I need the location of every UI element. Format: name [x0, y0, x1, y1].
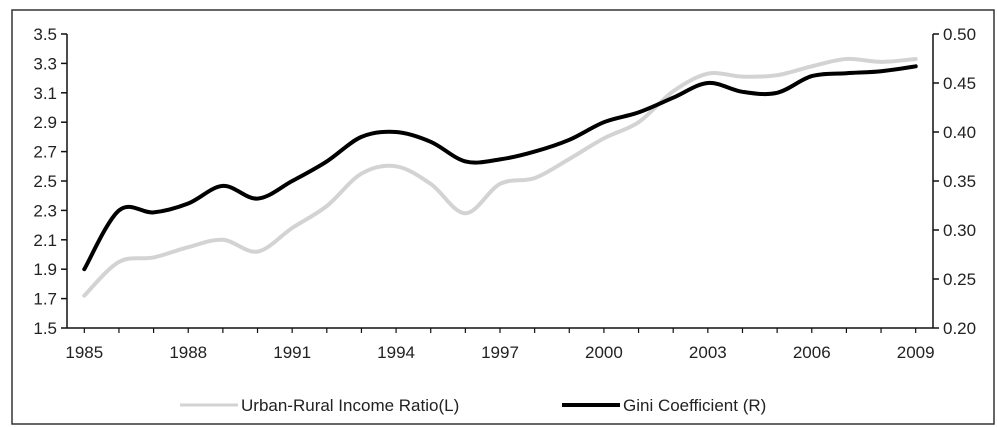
series-line-gini-coefficient: [82, 64, 918, 272]
x-tick-label: 2006: [793, 343, 831, 362]
data-point-gini-coefficient-r: [117, 208, 121, 212]
x-tick-label: 2009: [897, 343, 935, 362]
series-layer: [82, 56, 918, 298]
left-tick-label: 2.9: [33, 113, 57, 132]
left-tick-label: 2.1: [33, 231, 57, 250]
left-tick-label: 1.7: [33, 290, 57, 309]
right-tick-label: 0.35: [943, 172, 976, 191]
data-point-urban-rural-income-ratio-l: [256, 250, 260, 254]
data-point-urban-rural-income-ratio-l: [152, 255, 156, 259]
x-tick-label: 1997: [481, 343, 519, 362]
data-point-urban-rural-income-ratio-l: [637, 120, 641, 124]
data-point-gini-coefficient-r: [671, 96, 675, 100]
data-point-gini-coefficient-r: [741, 90, 745, 94]
left-tick-label: 2.3: [33, 201, 57, 220]
data-point-urban-rural-income-ratio-l: [221, 238, 225, 242]
right-tick-label: 0.50: [943, 25, 976, 44]
x-tick-label: 1994: [377, 343, 415, 362]
data-point-gini-coefficient-r: [602, 120, 606, 124]
data-point-gini-coefficient-r: [533, 150, 537, 154]
data-point-gini-coefficient-r: [810, 74, 814, 78]
data-point-urban-rural-income-ratio-l: [879, 60, 883, 64]
x-tick-label: 1991: [273, 343, 311, 362]
left-tick-label: 3.1: [33, 84, 57, 103]
data-point-gini-coefficient-r: [463, 159, 467, 163]
right-y-axis-ticks: 0.50 0.45 0.40 0.35 0.30 0.25 0.20: [933, 25, 976, 338]
left-tick-label: 3.3: [33, 54, 57, 73]
data-point-gini-coefficient-r: [394, 130, 398, 134]
left-tick-label: 2.7: [33, 143, 57, 162]
data-point-gini-coefficient-r: [152, 210, 156, 214]
right-tick-label: 0.20: [943, 319, 976, 338]
data-point-gini-coefficient-r: [290, 179, 294, 183]
data-point-urban-rural-income-ratio-l: [429, 182, 433, 186]
series-line-urban-rural-income-ratio: [82, 56, 918, 298]
x-tick-label: 2000: [585, 343, 623, 362]
data-point-urban-rural-income-ratio-l: [498, 182, 502, 186]
data-point-gini-coefficient-r: [359, 135, 363, 139]
data-point-urban-rural-income-ratio-l: [844, 57, 848, 61]
data-point-urban-rural-income-ratio-l: [82, 294, 86, 298]
x-tick-label: 1988: [169, 343, 207, 362]
data-point-urban-rural-income-ratio-l: [325, 204, 329, 208]
data-point-urban-rural-income-ratio-l: [290, 226, 294, 230]
data-point-gini-coefficient-r: [429, 140, 433, 144]
data-point-gini-coefficient-r: [637, 110, 641, 114]
right-tick-label: 0.45: [943, 74, 976, 93]
right-tick-label: 0.30: [943, 221, 976, 240]
data-point-urban-rural-income-ratio-l: [775, 73, 779, 77]
data-point-urban-rural-income-ratio-l: [810, 64, 814, 68]
data-point-gini-coefficient-r: [844, 71, 848, 75]
data-point-gini-coefficient-r: [221, 184, 225, 188]
data-point-urban-rural-income-ratio-l: [359, 172, 363, 176]
data-point-urban-rural-income-ratio-l: [117, 260, 121, 264]
data-point-gini-coefficient-r: [82, 267, 86, 271]
data-point-urban-rural-income-ratio-l: [533, 176, 537, 180]
data-point-gini-coefficient-r: [775, 91, 779, 95]
right-tick-label: 0.25: [943, 270, 976, 289]
data-point-gini-coefficient-r: [567, 138, 571, 142]
data-point-urban-rural-income-ratio-l: [186, 245, 190, 249]
data-point-urban-rural-income-ratio-l: [394, 164, 398, 168]
data-point-gini-coefficient-r: [498, 157, 502, 161]
data-point-gini-coefficient-r: [914, 64, 918, 68]
data-point-urban-rural-income-ratio-l: [671, 89, 675, 93]
data-point-urban-rural-income-ratio-l: [567, 157, 571, 161]
x-tick-label: 1985: [65, 343, 103, 362]
left-tick-label: 1.9: [33, 260, 57, 279]
x-tick-label: 2003: [689, 343, 727, 362]
data-point-gini-coefficient-r: [325, 159, 329, 163]
data-point-gini-coefficient-r: [256, 197, 260, 201]
x-axis-ticks: 1985 1988 1991 1994 1997 2000 2003 2006 2009: [65, 328, 935, 362]
legend-label-urban-rural: Urban-Rural Income Ratio(L): [241, 396, 459, 415]
data-point-gini-coefficient-r: [706, 81, 710, 85]
legend: Urban-Rural Income Ratio(L) Gini Coeffic…: [180, 396, 766, 415]
right-tick-label: 0.40: [943, 123, 976, 142]
legend-label-gini: Gini Coefficient (R): [623, 396, 766, 415]
data-point-urban-rural-income-ratio-l: [741, 75, 745, 79]
data-point-urban-rural-income-ratio-l: [602, 136, 606, 140]
data-point-urban-rural-income-ratio-l: [463, 211, 467, 215]
left-tick-label: 1.5: [33, 319, 57, 338]
data-point-urban-rural-income-ratio-l: [706, 72, 710, 76]
data-point-urban-rural-income-ratio-l: [914, 57, 918, 61]
left-tick-label: 2.5: [33, 172, 57, 191]
data-point-gini-coefficient-r: [186, 202, 190, 206]
data-point-gini-coefficient-r: [879, 69, 883, 73]
left-tick-label: 3.5: [33, 25, 57, 44]
chart-frame: [11, 9, 995, 425]
left-y-axis-ticks: 3.5 3.3 3.1 2.9 2.7 2.5 2.3 2.1 1.9 1.7 1.5: [33, 25, 67, 338]
